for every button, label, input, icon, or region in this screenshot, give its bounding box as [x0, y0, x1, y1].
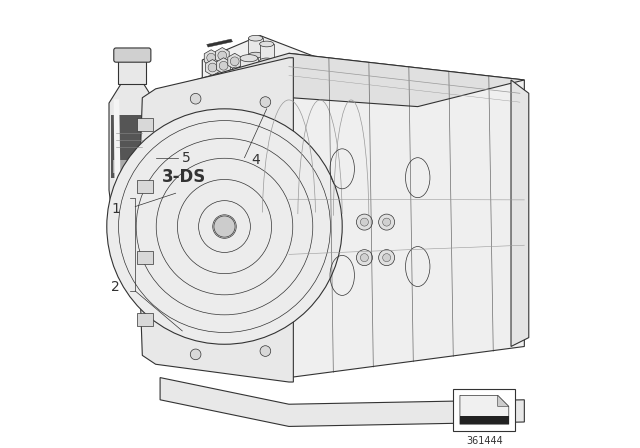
Ellipse shape	[260, 41, 274, 47]
Polygon shape	[114, 99, 121, 196]
Circle shape	[214, 216, 235, 237]
Circle shape	[190, 349, 201, 360]
Ellipse shape	[260, 58, 274, 64]
Circle shape	[190, 93, 201, 104]
Polygon shape	[202, 35, 318, 125]
Ellipse shape	[248, 52, 262, 58]
Ellipse shape	[240, 76, 258, 83]
Text: 4: 4	[251, 153, 260, 167]
Polygon shape	[217, 58, 230, 74]
Bar	[118, 60, 147, 84]
Polygon shape	[109, 84, 156, 209]
Bar	[250, 72, 273, 97]
Bar	[248, 38, 262, 55]
Circle shape	[356, 250, 372, 266]
Polygon shape	[511, 80, 529, 346]
Circle shape	[232, 67, 239, 75]
Text: 1: 1	[111, 202, 120, 216]
Bar	[136, 251, 152, 264]
Bar	[260, 44, 274, 61]
Circle shape	[234, 69, 237, 73]
Circle shape	[379, 214, 395, 230]
Ellipse shape	[240, 55, 258, 62]
FancyBboxPatch shape	[114, 48, 151, 62]
Circle shape	[218, 51, 227, 60]
Bar	[460, 416, 509, 424]
Circle shape	[220, 61, 228, 70]
Bar	[136, 180, 152, 193]
Bar	[453, 389, 515, 431]
Circle shape	[260, 346, 271, 356]
Circle shape	[379, 250, 395, 266]
Circle shape	[230, 57, 239, 66]
Circle shape	[208, 63, 217, 72]
Bar	[111, 116, 154, 178]
Circle shape	[383, 218, 390, 226]
Bar	[136, 118, 152, 131]
Text: 2: 2	[111, 280, 120, 293]
Ellipse shape	[250, 68, 273, 77]
Text: 3-DS: 3-DS	[163, 168, 207, 186]
Circle shape	[260, 97, 271, 108]
Polygon shape	[205, 60, 220, 76]
Polygon shape	[215, 47, 229, 64]
Circle shape	[360, 254, 369, 262]
Circle shape	[207, 53, 216, 62]
Polygon shape	[138, 58, 293, 382]
Text: 361444: 361444	[466, 436, 503, 446]
Text: 5: 5	[182, 151, 191, 165]
Polygon shape	[207, 39, 232, 47]
Polygon shape	[289, 53, 524, 378]
Ellipse shape	[248, 35, 262, 41]
Bar	[136, 313, 152, 327]
Polygon shape	[460, 395, 509, 424]
Bar	[240, 58, 258, 79]
Circle shape	[107, 109, 342, 344]
Circle shape	[383, 254, 390, 262]
Polygon shape	[160, 378, 524, 426]
Polygon shape	[228, 53, 242, 69]
Polygon shape	[164, 53, 524, 107]
Polygon shape	[204, 50, 218, 66]
Circle shape	[360, 218, 369, 226]
Circle shape	[356, 214, 372, 230]
Polygon shape	[498, 395, 509, 406]
Bar	[113, 159, 151, 173]
Ellipse shape	[250, 92, 273, 101]
